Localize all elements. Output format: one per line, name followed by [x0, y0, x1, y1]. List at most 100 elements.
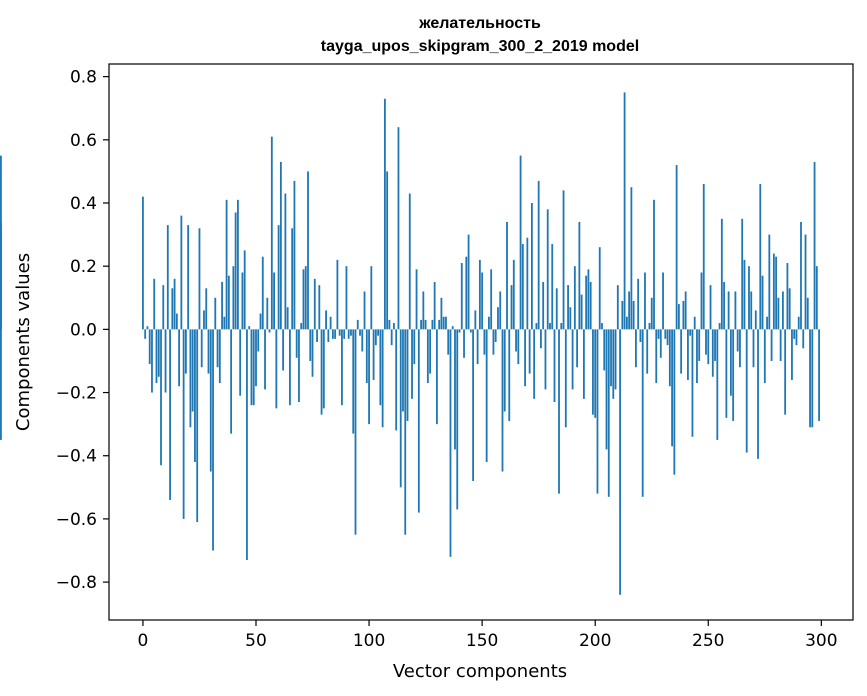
y-axis-ticks: −0.8 −0.6 −0.4 −0.2 0.0 0.2 0.4 0.6 0.8	[56, 68, 109, 593]
bar-component-166	[517, 329, 520, 365]
bar-component-105	[379, 329, 382, 406]
bar-component-97	[361, 329, 364, 352]
bar-component-169	[524, 329, 526, 387]
bar-component-191	[573, 266, 576, 330]
bar-component-231	[664, 329, 667, 339]
bar-component-295	[809, 329, 811, 428]
bar-component-296	[811, 329, 814, 428]
bar-component-241	[687, 329, 689, 380]
bar-component-285	[786, 263, 789, 330]
bar-component-109	[388, 319, 391, 330]
bar-component-216	[630, 187, 633, 330]
bar-component-198	[589, 281, 592, 330]
bar-component-151	[483, 329, 486, 355]
bar-component-284	[784, 329, 787, 415]
bar-component-58	[273, 272, 275, 330]
x-tick-label: 150	[466, 631, 498, 651]
x-tick-label: 250	[692, 631, 724, 651]
bar-component-148	[476, 329, 479, 365]
bar-component-83	[329, 316, 332, 330]
bar-component-139	[456, 329, 459, 510]
bar-component-41	[234, 212, 237, 330]
bar-component-278	[770, 329, 773, 361]
bar-component-92	[350, 329, 352, 336]
bar-component-253	[714, 329, 716, 361]
bar-component-126	[426, 329, 429, 384]
bar-component-255	[718, 323, 721, 330]
bar-component-48	[250, 329, 253, 406]
bar-component-59	[275, 329, 278, 409]
bar-component-undefined	[0, 155, 2, 330]
y-tick-label: 0.6	[70, 131, 97, 151]
bar-component-258	[725, 329, 728, 418]
bar-component-42	[237, 199, 239, 330]
bar-component-46	[246, 329, 248, 560]
bar-component-259	[727, 291, 730, 330]
bar-component-297	[813, 161, 816, 330]
bar-component-9	[162, 285, 165, 330]
bar-component-94	[354, 329, 357, 535]
bar-component-171	[528, 329, 531, 374]
bar-component-5	[153, 278, 156, 330]
bar-component-214	[625, 316, 628, 330]
bar-component-93	[352, 329, 355, 434]
bar-component-260	[729, 329, 732, 396]
bar-component-234	[671, 329, 673, 447]
bar-component-113	[397, 127, 400, 330]
bar-component-179	[546, 209, 549, 330]
bar-component-196	[585, 275, 588, 330]
bar-component-30	[209, 329, 212, 472]
bar-component-130	[436, 329, 438, 425]
bar-component-11	[166, 225, 169, 330]
bar-component-135	[447, 329, 450, 355]
bar-component-79	[320, 329, 323, 415]
bar-component-275	[763, 329, 766, 384]
bar-component-271	[754, 310, 757, 330]
bar-component-240	[684, 291, 687, 330]
bar-component-219	[637, 278, 640, 330]
bar-component-181	[551, 244, 554, 330]
bar-component-62	[282, 329, 285, 371]
bar-component-194	[580, 294, 583, 330]
bar-component-209	[614, 329, 617, 390]
bar-component-10	[164, 329, 167, 393]
bar-component-128	[431, 319, 434, 330]
bar-component-68	[295, 329, 298, 358]
bar-component-206	[607, 329, 610, 497]
bar-component-33	[216, 329, 219, 368]
bar-component-117	[406, 329, 409, 421]
bar-component-6	[155, 329, 158, 384]
bar-component-208	[612, 329, 615, 399]
bar-component-86	[336, 259, 339, 330]
bar-component-49	[252, 329, 255, 406]
bar-component-235	[673, 329, 676, 475]
bar-component-7	[157, 329, 160, 377]
bar-component-215	[628, 291, 631, 330]
bar-component-149	[478, 259, 481, 330]
bar-component-99	[365, 329, 368, 384]
bar-component-89	[343, 329, 346, 339]
bar-component-119	[411, 329, 413, 399]
bar-component-154	[490, 269, 493, 330]
bar-component-165	[515, 329, 517, 352]
bar-component-129	[433, 281, 436, 330]
bar-component-51	[257, 329, 260, 352]
bar-component-204	[603, 329, 606, 371]
x-tick-label: 300	[805, 631, 837, 651]
bar-component-3	[148, 329, 151, 365]
bar-component-146	[472, 329, 474, 481]
bar-component-193	[578, 221, 581, 330]
bar-component-203	[601, 323, 603, 330]
bar-component-8	[160, 329, 162, 466]
bar-component-182	[553, 329, 556, 403]
bar-component-141	[460, 263, 463, 330]
bar-component-0	[142, 196, 144, 330]
bar-component-238	[680, 329, 683, 374]
bar-component-205	[605, 329, 608, 450]
bar-component-229	[659, 329, 662, 358]
bar-component-207	[610, 329, 612, 387]
bar-component-132	[440, 297, 443, 330]
bar-component-112	[395, 329, 398, 431]
bar-component-212	[621, 300, 624, 330]
